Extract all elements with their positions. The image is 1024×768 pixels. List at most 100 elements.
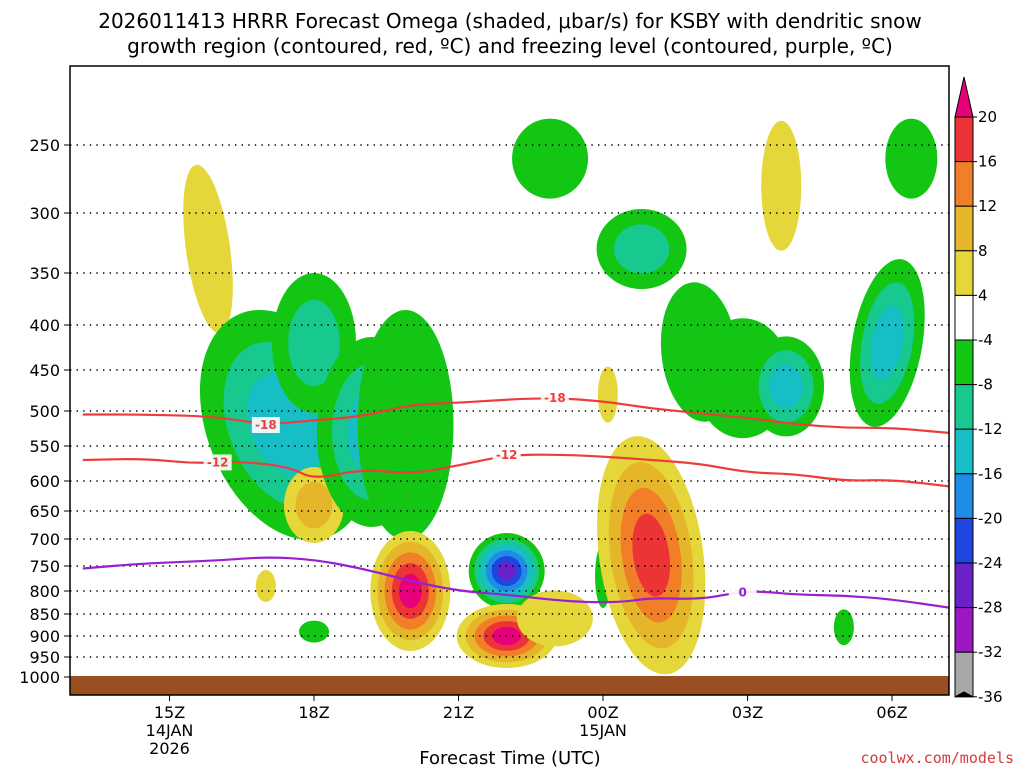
y-tick-label: 350: [29, 264, 60, 283]
y-tick-label: 750: [29, 557, 60, 576]
ground-surface: [70, 676, 949, 695]
x-tick-label: 03Z: [732, 703, 763, 722]
colorbar-band: [954, 607, 974, 653]
colorbar-band: [954, 339, 974, 386]
omega-band: [357, 310, 454, 540]
colorbar-band: [954, 428, 974, 475]
colorbar-tick-label: -20: [978, 509, 1003, 527]
colorbar-bottom-arrow: [954, 691, 974, 698]
y-tick-label: 800: [29, 582, 60, 601]
contour-label-bg: [492, 447, 521, 464]
omega-band: [613, 224, 670, 274]
omega-band: [299, 620, 330, 643]
omega-region: [761, 120, 802, 251]
colorbar-tick-label: -36: [978, 688, 1003, 706]
omega-region: [885, 118, 938, 199]
y-tick-label: 450: [29, 361, 60, 380]
omega-region: [468, 533, 545, 609]
omega-region: [596, 209, 687, 289]
y-tick-label: 250: [29, 136, 60, 155]
colorbar: 20 16 12 8 4 -4 -8 -12 -16 -20 -24 -28 -32 -36: [954, 76, 1003, 706]
omega-region: [516, 590, 593, 647]
omega-region: [748, 336, 825, 437]
colorbar-tick-label: 8: [978, 242, 988, 260]
colorbar-tick-label: 20: [978, 108, 997, 126]
colorbar-band: [954, 384, 974, 430]
x-tick-label: 18Z: [298, 703, 329, 722]
colorbar-tick-label: -12: [978, 420, 1003, 438]
colorbar-top-arrow: [954, 76, 974, 118]
colorbar-band: [954, 562, 974, 609]
contour-label-bg: [728, 584, 757, 601]
y-tick-label: 700: [29, 530, 60, 549]
x-tick-label: 21Z: [443, 703, 474, 722]
omega-region: [357, 310, 454, 540]
omega-band: [761, 120, 802, 251]
y-tick-label: 850: [29, 605, 60, 624]
contour-label: -12: [496, 448, 518, 462]
omega-band: [288, 299, 340, 387]
colorbar-tick-label: 16: [978, 153, 997, 171]
colorbar-tick-label: -24: [978, 554, 1003, 572]
colorbar-band: [954, 116, 974, 163]
y-tick-label: 900: [29, 627, 60, 646]
y-tick-label: 500: [29, 402, 60, 421]
omega-band: [885, 118, 938, 199]
x-tick-year: 2026: [149, 739, 190, 758]
omega-region: [512, 118, 589, 199]
omega-band: [497, 561, 516, 581]
x-tick-date: 14JAN: [146, 721, 194, 740]
omega-region: [299, 620, 330, 643]
colorbar-band: [954, 161, 974, 207]
colorbar-band: [954, 205, 974, 252]
colorbar-tick-label: 4: [978, 286, 988, 304]
colorbar-tick-label: -32: [978, 643, 1003, 661]
colorbar-band: [954, 517, 974, 564]
colorbar-tick-label: -8: [978, 376, 993, 394]
y-tick-label: 400: [29, 316, 60, 335]
x-tick-label: 06Z: [876, 703, 907, 722]
y-axis: 250 300 350 400 450 500 550 600 650 700 750 800 850 9…: [19, 136, 70, 687]
y-tick-label: 1000: [19, 668, 60, 687]
contour-label-bg: [203, 454, 232, 471]
omega-band: [516, 590, 593, 647]
chart-title-line-2: growth region (contoured, red, ºC) and f…: [127, 34, 893, 58]
y-tick-label: 300: [29, 204, 60, 223]
contour-label: -12: [207, 455, 229, 469]
colorbar-band: [954, 651, 974, 698]
colorbar-tick-label: -16: [978, 465, 1003, 483]
omega-shading: [183, 118, 938, 675]
chart-title-line-1: 2026011413 HRRR Forecast Omega (shaded, …: [98, 9, 922, 33]
omega-region: [183, 164, 233, 334]
omega-band: [255, 570, 276, 602]
y-tick-label: 950: [29, 648, 60, 667]
contour-label-bg: [251, 417, 280, 433]
omega-band: [295, 481, 333, 529]
colorbar-band: [954, 250, 974, 296]
colorbar-tick-label: -28: [978, 599, 1003, 617]
contour-label: 0: [739, 585, 747, 599]
y-tick-label: 600: [29, 472, 60, 491]
omega-band: [597, 366, 618, 423]
omega-region: [597, 366, 618, 423]
temperature-contours: -18 -18 -12 -12 0: [82, 389, 949, 609]
omega-region: [370, 531, 451, 651]
contour-label: -18: [544, 391, 566, 405]
omega-band: [769, 364, 803, 409]
x-tick-date: 15JAN: [579, 721, 627, 740]
omega-region: [255, 570, 276, 602]
y-tick-label: 650: [29, 502, 60, 521]
plot-frame: [69, 65, 950, 696]
x-tick-label: 15Z: [154, 703, 185, 722]
contour-line: [82, 556, 949, 609]
omega-region: [849, 259, 925, 427]
colorbar-tick-label: -4: [978, 331, 993, 349]
x-tick-label: 00Z: [587, 703, 618, 722]
omega-region: [597, 436, 706, 675]
contour-line: [82, 397, 949, 434]
y-tick-label: 550: [29, 437, 60, 456]
colorbar-band: [954, 473, 974, 519]
contour-label-bg: [540, 389, 569, 406]
